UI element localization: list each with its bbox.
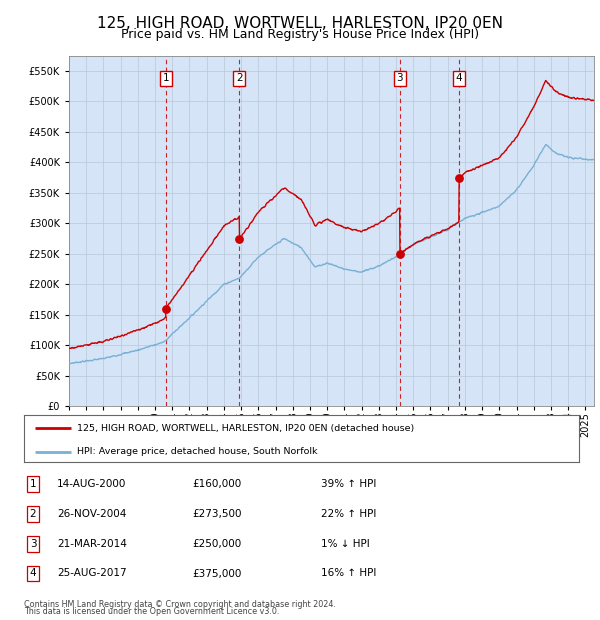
Text: £160,000: £160,000 (192, 479, 241, 489)
Bar (400, 56, 459, 406)
Text: This data is licensed under the Open Government Licence v3.0.: This data is licensed under the Open Gov… (24, 607, 280, 616)
Text: Contains HM Land Registry data © Crown copyright and database right 2024.: Contains HM Land Registry data © Crown c… (24, 600, 336, 609)
Text: 4: 4 (455, 73, 462, 83)
Text: 21-MAR-2014: 21-MAR-2014 (57, 539, 127, 549)
Bar (239, 56, 400, 406)
Text: Price paid vs. HM Land Registry's House Price Index (HPI): Price paid vs. HM Land Registry's House … (121, 28, 479, 41)
Point (235, 234, 244, 244)
Text: 16% ↑ HPI: 16% ↑ HPI (321, 569, 376, 578)
Text: 1% ↓ HPI: 1% ↓ HPI (321, 539, 370, 549)
Bar (166, 56, 239, 406)
Text: 4: 4 (29, 569, 37, 578)
Text: HPI: Average price, detached house, South Norfolk: HPI: Average price, detached house, Sout… (77, 447, 317, 456)
Text: £273,500: £273,500 (192, 509, 241, 519)
Text: £250,000: £250,000 (192, 539, 241, 549)
Text: £375,000: £375,000 (192, 569, 241, 578)
Text: 2: 2 (29, 509, 37, 519)
Text: 125, HIGH ROAD, WORTWELL, HARLESTON, IP20 0EN (detached house): 125, HIGH ROAD, WORTWELL, HARLESTON, IP2… (77, 424, 414, 433)
Text: 2: 2 (236, 73, 243, 83)
Text: 3: 3 (29, 539, 37, 549)
Bar (459, 56, 594, 406)
Text: 1: 1 (29, 479, 37, 489)
Text: 14-AUG-2000: 14-AUG-2000 (57, 479, 127, 489)
Bar (69, 56, 166, 406)
Text: 22% ↑ HPI: 22% ↑ HPI (321, 509, 376, 519)
Point (161, 304, 170, 314)
Text: 39% ↑ HPI: 39% ↑ HPI (321, 479, 376, 489)
Text: 1: 1 (163, 73, 169, 83)
Point (395, 249, 404, 259)
Text: 125, HIGH ROAD, WORTWELL, HARLESTON, IP20 0EN: 125, HIGH ROAD, WORTWELL, HARLESTON, IP2… (97, 16, 503, 30)
Text: 25-AUG-2017: 25-AUG-2017 (57, 569, 127, 578)
Point (454, 173, 464, 183)
Text: 26-NOV-2004: 26-NOV-2004 (57, 509, 127, 519)
Text: 3: 3 (397, 73, 403, 83)
